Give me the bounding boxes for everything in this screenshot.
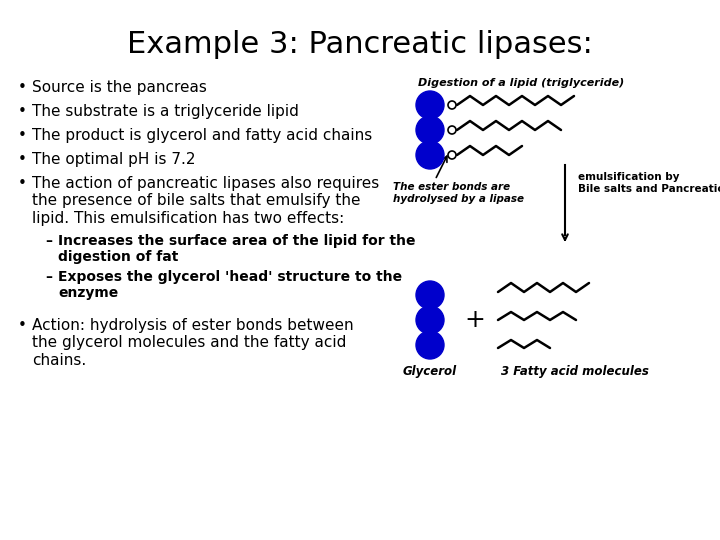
Text: The substrate is a triglyceride lipid: The substrate is a triglyceride lipid: [32, 104, 299, 119]
Text: •: •: [18, 128, 27, 143]
Text: Exposes the glycerol 'head' structure to the
enzyme: Exposes the glycerol 'head' structure to…: [58, 270, 402, 300]
Circle shape: [416, 306, 444, 334]
Circle shape: [448, 101, 456, 109]
Circle shape: [416, 141, 444, 169]
Circle shape: [448, 151, 456, 159]
Text: Example 3: Pancreatic lipases:: Example 3: Pancreatic lipases:: [127, 30, 593, 59]
Text: The product is glycerol and fatty acid chains: The product is glycerol and fatty acid c…: [32, 128, 372, 143]
Circle shape: [416, 331, 444, 359]
Text: 3 Fatty acid molecules: 3 Fatty acid molecules: [501, 365, 649, 378]
Text: •: •: [18, 152, 27, 167]
Text: The optimal pH is 7.2: The optimal pH is 7.2: [32, 152, 196, 167]
Text: •: •: [18, 176, 27, 191]
Text: Glycerol: Glycerol: [403, 365, 457, 378]
Text: The action of pancreatic lipases also requires
the presence of bile salts that e: The action of pancreatic lipases also re…: [32, 176, 379, 226]
Text: –: –: [45, 270, 52, 284]
Text: Increases the surface area of the lipid for the
digestion of fat: Increases the surface area of the lipid …: [58, 234, 415, 264]
Circle shape: [448, 126, 456, 134]
Text: –: –: [45, 234, 52, 248]
Text: Action: hydrolysis of ester bonds between
the glycerol molecules and the fatty a: Action: hydrolysis of ester bonds betwee…: [32, 318, 354, 368]
Circle shape: [416, 91, 444, 119]
Circle shape: [416, 281, 444, 309]
Text: •: •: [18, 80, 27, 95]
Text: Source is the pancreas: Source is the pancreas: [32, 80, 207, 95]
Text: •: •: [18, 318, 27, 333]
Text: emulsification by
Bile salts and Pancreatic lipases: emulsification by Bile salts and Pancrea…: [578, 172, 720, 194]
Circle shape: [416, 116, 444, 144]
Text: +: +: [464, 308, 485, 332]
Text: The ester bonds are
hydrolysed by a lipase: The ester bonds are hydrolysed by a lipa…: [393, 182, 524, 204]
Text: •: •: [18, 104, 27, 119]
Text: Digestion of a lipid (triglyceride): Digestion of a lipid (triglyceride): [418, 78, 624, 88]
